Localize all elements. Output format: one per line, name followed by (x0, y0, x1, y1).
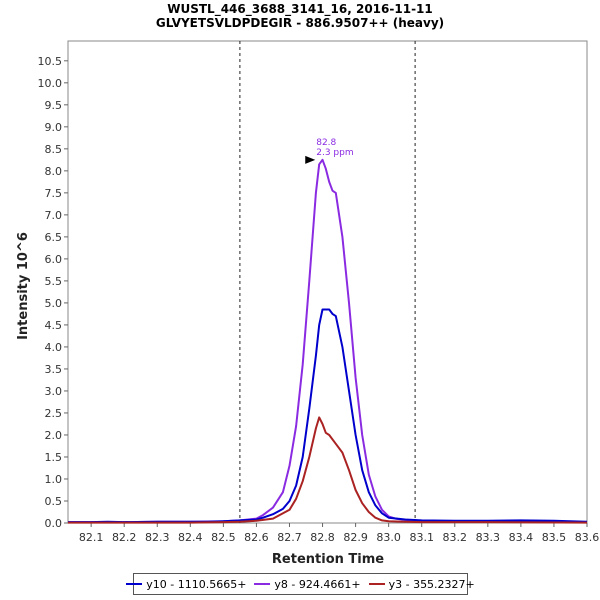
x-tick-label: 82.9 (343, 531, 368, 544)
legend-swatch-y8 (254, 583, 271, 585)
y-tick-label: 9.0 (45, 121, 63, 134)
peak-marker-icon (305, 155, 316, 164)
peak-rt-label: 82.8 (316, 138, 336, 148)
legend: y10 - 1110.5665+ y8 - 924.4661+ y3 - 355… (126, 573, 475, 595)
legend-item-y10: y10 - 1110.5665+ (126, 578, 246, 591)
peak-annotation: 82.8 2.3 ppm (305, 138, 354, 164)
y-tick-label: 2.5 (45, 407, 63, 420)
x-axis-label: Retention Time (272, 552, 384, 567)
x-tick-label: 83.5 (542, 531, 567, 544)
legend-item-y8: y8 - 924.4661+ (254, 577, 361, 591)
x-tick-label: 83.1 (409, 531, 434, 544)
y-axis-label: Intensity 10^6 (16, 232, 31, 340)
x-tick-label: 83.2 (443, 531, 468, 544)
y-tick-label: 1.0 (45, 473, 63, 486)
legend-swatch-y10 (126, 583, 143, 585)
x-tick-label: 82.2 (112, 531, 137, 544)
y-tick-label: 4.5 (45, 319, 63, 332)
y-tick-label: 0.5 (45, 495, 63, 508)
y-tick-label: 6.5 (45, 231, 63, 244)
y-tick-label: 10.5 (38, 55, 63, 68)
x-tick-label: 83.0 (376, 531, 401, 544)
y-tick-label: 5.0 (45, 297, 63, 310)
x-tick-label: 82.6 (244, 531, 269, 544)
y-tick-label: 4.0 (45, 341, 63, 354)
legend-item-y3: y3 - 355.2327+ (368, 577, 475, 591)
chart-title: WUSTL_446_3688_3141_16, 2016-11-11 (167, 2, 433, 17)
x-tick-label: 83.6 (575, 531, 600, 544)
x-tick-label: 82.7 (277, 531, 302, 544)
y-tick-label: 5.5 (45, 275, 63, 288)
legend-label-y10: y10 - 1110.5665+ (146, 577, 247, 591)
y-tick-label: 2.0 (45, 429, 63, 442)
y-axis: 0.0 0.5 1.0 1.5 2.0 2.5 3.0 3.5 4.0 4.5 5.0 5.5 6.0 6… (38, 55, 68, 530)
y-tick-label: 6.0 (45, 253, 63, 266)
legend-swatch-y3 (368, 583, 385, 585)
x-tick-label: 82.8 (310, 531, 335, 544)
x-tick-label: 83.4 (509, 531, 534, 544)
x-tick-label: 82.3 (145, 531, 170, 544)
peak-ppm-label: 2.3 ppm (316, 148, 353, 158)
plot-frame (67, 40, 588, 524)
series-line-y3 (68, 416, 588, 524)
series-group (68, 158, 588, 524)
y-tick-label: 1.5 (45, 451, 63, 464)
plot-area (67, 40, 588, 524)
y-tick-label: 7.5 (45, 187, 63, 200)
legend-label-y3: y3 - 355.2327+ (388, 577, 475, 591)
y-tick-label: 7.0 (45, 209, 63, 222)
y-tick-label: 8.5 (45, 143, 63, 156)
x-tick-label: 82.4 (178, 531, 203, 544)
y-tick-label: 8.0 (45, 165, 63, 178)
y-tick-label: 9.5 (45, 99, 63, 112)
y-tick-label: 10.0 (38, 77, 63, 90)
x-tick-label: 82.5 (211, 531, 236, 544)
x-tick-label: 83.3 (476, 531, 501, 544)
x-tick-label: 82.1 (79, 531, 104, 544)
y-tick-label: 3.0 (45, 385, 63, 398)
chart-subtitle: GLVYETSVLDPDEGIR - 886.9507++ (heavy) (156, 16, 444, 30)
legend-label-y8: y8 - 924.4661+ (274, 577, 361, 591)
y-tick-label: 0.0 (45, 517, 63, 530)
integration-bounds (239, 41, 416, 523)
y-tick-label: 3.5 (45, 363, 63, 376)
x-axis: 82.1 82.2 82.3 82.4 82.5 82.6 82.7 82.8 82.9 83.0… (79, 523, 599, 544)
